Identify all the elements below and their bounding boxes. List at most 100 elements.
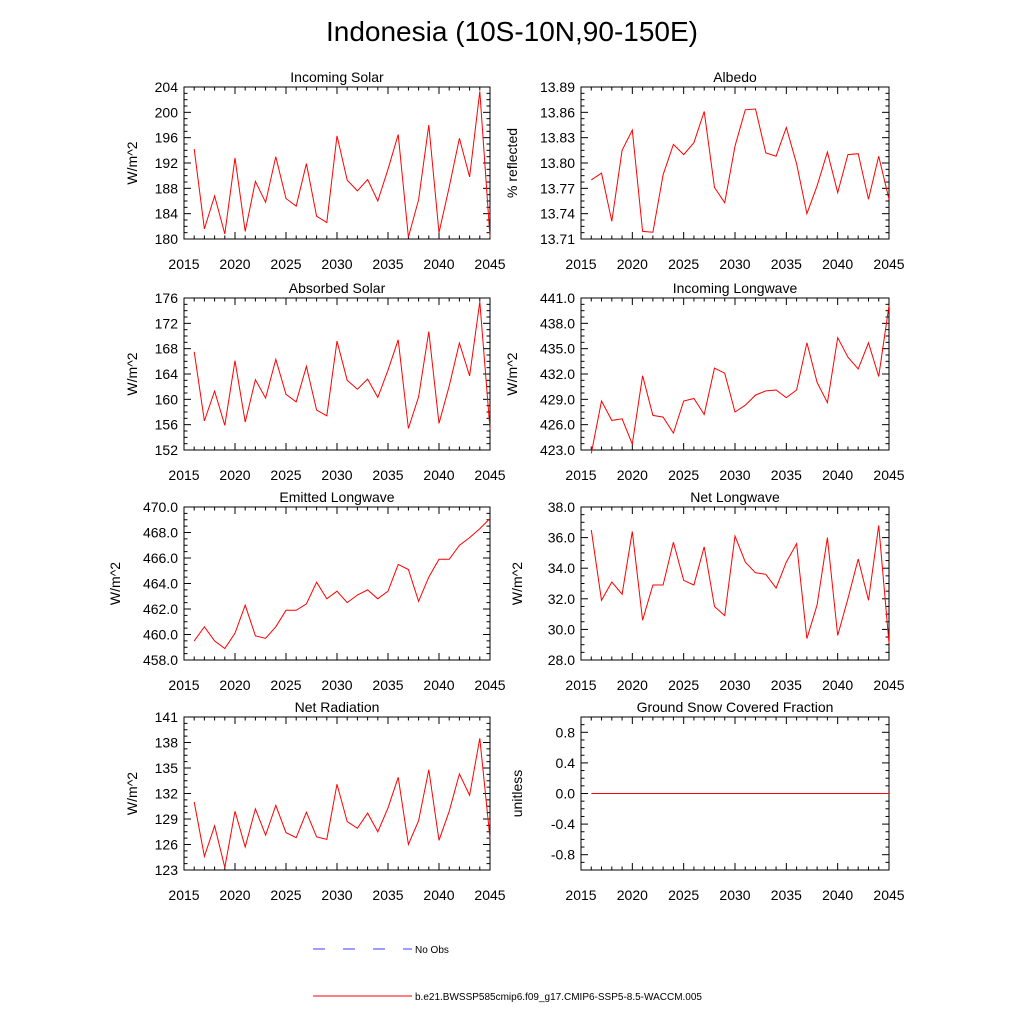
- y-tick-label: -0.8: [551, 847, 575, 863]
- x-tick-label: 2025: [270, 256, 301, 272]
- x-tick-label: 2020: [617, 677, 648, 693]
- x-tick-label: 2045: [474, 467, 505, 483]
- y-tick-label: 126: [155, 837, 179, 853]
- x-tick-label: 2020: [617, 256, 648, 272]
- legend: No Obs b.e21.BWSSP585cmip6.f09_g17.CMIP6…: [313, 945, 702, 1003]
- panel-title: Incoming Solar: [290, 69, 384, 85]
- x-tick-label: 2025: [668, 887, 699, 903]
- x-tick-label: 2040: [822, 887, 853, 903]
- y-tick-label: 30.0: [548, 621, 575, 637]
- y-tick-label: 426.0: [540, 417, 575, 433]
- x-tick-label: 2035: [372, 677, 403, 693]
- series-line: [193, 518, 491, 650]
- series-line: [591, 108, 890, 233]
- y-tick-label: 160: [155, 391, 179, 407]
- plot-frame: [580, 297, 890, 451]
- panel-title: Net Longwave: [690, 489, 780, 505]
- x-tick-label: 2045: [873, 677, 904, 693]
- y-tick-label: 0.4: [556, 755, 576, 771]
- y-tick-label: 200: [155, 104, 179, 120]
- y-tick-label: 34.0: [548, 560, 575, 576]
- y-tick-label: 466.0: [143, 550, 178, 566]
- x-tick-label: 2020: [617, 887, 648, 903]
- y-tick-label: 38.0: [548, 499, 575, 515]
- y-tick-label: 0.8: [556, 724, 576, 740]
- x-tick-label: 2045: [873, 256, 904, 272]
- y-tick-label: 204: [155, 79, 179, 95]
- x-tick-label: 2025: [668, 467, 699, 483]
- y-tick-label: 462.0: [143, 601, 178, 617]
- y-axis-label: W/m^2: [124, 352, 140, 395]
- y-tick-label: 13.74: [540, 206, 575, 222]
- x-tick-label: 2020: [617, 467, 648, 483]
- y-tick-label: 152: [155, 442, 179, 458]
- y-tick-label: 141: [155, 709, 179, 725]
- panel-title: Incoming Longwave: [673, 280, 798, 296]
- y-axis-label: W/m^2: [124, 141, 140, 184]
- panel-6: Net Longwave W/m^2 2015 2020 2025 2030 2035 204…: [509, 489, 905, 693]
- panel-title: Albedo: [713, 69, 757, 85]
- y-tick-label: 13.80: [540, 155, 575, 171]
- x-tick-label: 2040: [423, 887, 454, 903]
- y-tick-label: 13.89: [540, 79, 575, 95]
- x-tick-label: 2045: [474, 256, 505, 272]
- y-tick-label: 129: [155, 811, 179, 827]
- y-tick-label: 438.0: [540, 315, 575, 331]
- y-tick-label: 435.0: [540, 341, 575, 357]
- panel-title: Net Radiation: [295, 699, 380, 715]
- plot-frame: [580, 86, 890, 240]
- y-axis-label: % reflected: [504, 128, 520, 198]
- x-tick-label: 2030: [321, 677, 352, 693]
- y-axis-label: W/m^2: [504, 352, 520, 395]
- y-tick-label: 188: [155, 180, 179, 196]
- x-tick-label: 2030: [321, 467, 352, 483]
- x-tick-label: 2020: [219, 467, 250, 483]
- figure-title: Indonesia (10S-10N,90-150E): [326, 16, 698, 47]
- legend-obs-label: No Obs: [415, 945, 449, 956]
- x-tick-label: 2045: [474, 677, 505, 693]
- plot-frame: [183, 86, 491, 240]
- y-tick-label: 135: [155, 760, 179, 776]
- y-tick-label: 468.0: [143, 525, 178, 541]
- y-tick-label: 423.0: [540, 442, 575, 458]
- panel-5: Emitted Longwave W/m^2 2015 2020 2025 2030 203…: [107, 489, 506, 693]
- x-tick-label: 2020: [219, 887, 250, 903]
- y-tick-label: 460.0: [143, 627, 178, 643]
- y-axis-label: W/m^2: [509, 562, 525, 605]
- y-tick-label: 184: [155, 206, 179, 222]
- y-tick-label: 432.0: [540, 366, 575, 382]
- y-tick-label: 464.0: [143, 576, 178, 592]
- x-tick-label: 2015: [168, 677, 199, 693]
- x-tick-label: 2035: [372, 887, 403, 903]
- y-tick-label: 13.86: [540, 104, 575, 120]
- y-tick-label: 156: [155, 417, 179, 433]
- y-tick-label: 441.0: [540, 290, 575, 306]
- x-tick-label: 2040: [423, 677, 454, 693]
- y-tick-label: -0.4: [551, 816, 575, 832]
- y-tick-label: 138: [155, 735, 179, 751]
- x-tick-label: 2015: [168, 467, 199, 483]
- x-tick-label: 2015: [168, 887, 199, 903]
- x-tick-label: 2040: [822, 467, 853, 483]
- x-tick-label: 2030: [719, 677, 750, 693]
- x-tick-label: 2030: [719, 256, 750, 272]
- y-tick-label: 196: [155, 130, 179, 146]
- x-tick-label: 2030: [719, 887, 750, 903]
- x-tick-label: 2040: [822, 256, 853, 272]
- x-tick-label: 2035: [771, 677, 802, 693]
- series-line: [193, 301, 491, 430]
- x-tick-label: 2015: [565, 256, 596, 272]
- y-axis-label: unitless: [509, 770, 525, 817]
- x-tick-label: 2015: [565, 467, 596, 483]
- series-line: [590, 525, 890, 644]
- y-tick-label: 164: [155, 366, 179, 382]
- x-tick-label: 2035: [771, 256, 802, 272]
- plot-frame: [183, 506, 491, 661]
- plot-frame: [183, 716, 491, 871]
- x-tick-label: 2020: [219, 256, 250, 272]
- y-tick-label: 470.0: [143, 499, 178, 515]
- y-tick-label: 132: [155, 786, 179, 802]
- y-tick-label: 28.0: [548, 652, 575, 668]
- series-line: [193, 738, 491, 868]
